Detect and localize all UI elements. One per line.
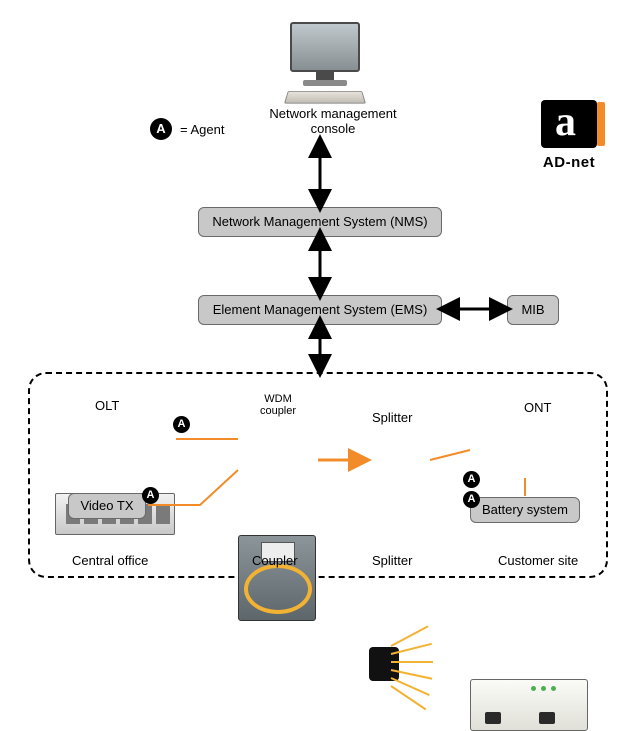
- battery-agent-badge: A: [463, 491, 480, 508]
- battery-box: Battery system: [470, 497, 580, 523]
- legend-text: = Agent: [180, 122, 224, 137]
- region-splitter: Splitter: [372, 553, 412, 568]
- mib-box: MIB: [507, 295, 559, 325]
- olt-agent-badge: A: [173, 416, 190, 433]
- region-coupler: Coupler: [252, 553, 298, 568]
- ont-agent-badge: A: [463, 471, 480, 488]
- ont-device: [470, 679, 588, 731]
- region-customer-site: Customer site: [498, 553, 578, 568]
- ems-box: Element Management System (EMS): [198, 295, 442, 325]
- legend-agent-badge: A: [150, 118, 172, 140]
- wdm-label: WDM coupler: [250, 393, 306, 417]
- nms-box: Network Management System (NMS): [198, 207, 442, 237]
- region-central-office: Central office: [72, 553, 148, 568]
- video-tx-box: Video TX: [68, 493, 146, 519]
- splitter-device: [365, 639, 429, 691]
- console-device: [280, 22, 370, 97]
- olt-label: OLT: [95, 398, 119, 413]
- brand-logo-text: AD-net: [541, 154, 597, 171]
- console-label: Network management console: [263, 106, 403, 136]
- brand-logo-mark: a: [541, 100, 597, 148]
- brand-logo: a AD-net: [541, 100, 597, 171]
- splitter-label: Splitter: [372, 410, 412, 425]
- wdm-device: [238, 535, 316, 621]
- ont-label: ONT: [524, 400, 551, 415]
- brand-logo-glyph: a: [555, 100, 576, 144]
- video-tx-agent-badge: A: [142, 487, 159, 504]
